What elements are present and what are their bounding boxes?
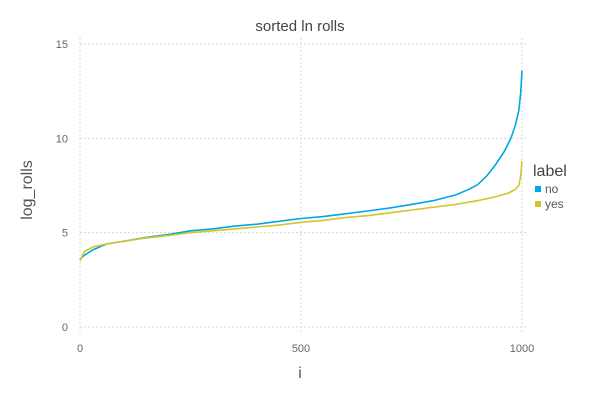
legend-label-yes: yes (545, 197, 564, 211)
y-tick-label: 10 (56, 133, 68, 145)
grid (79, 38, 528, 333)
x-tick-label: 1000 (510, 343, 534, 355)
y-tick-label: 0 (62, 322, 68, 334)
legend-title: label (533, 163, 567, 180)
y-axis-label: log_rolls (19, 160, 36, 220)
legend-label-no: no (545, 182, 559, 196)
series-lines (79, 70, 523, 262)
x-tick-label: 0 (77, 343, 83, 355)
series-line-yes (79, 160, 523, 262)
tick-labels: 0 5 10 15 0 500 1000 (56, 39, 534, 355)
legend-swatch-no (535, 186, 541, 192)
x-tick-label: 500 (292, 343, 310, 355)
y-tick-label: 15 (56, 39, 68, 51)
y-tick-label: 5 (62, 228, 68, 240)
chart-title: sorted ln rolls (255, 18, 344, 35)
legend-swatch-yes (535, 201, 541, 207)
x-axis-label: i (298, 365, 302, 382)
